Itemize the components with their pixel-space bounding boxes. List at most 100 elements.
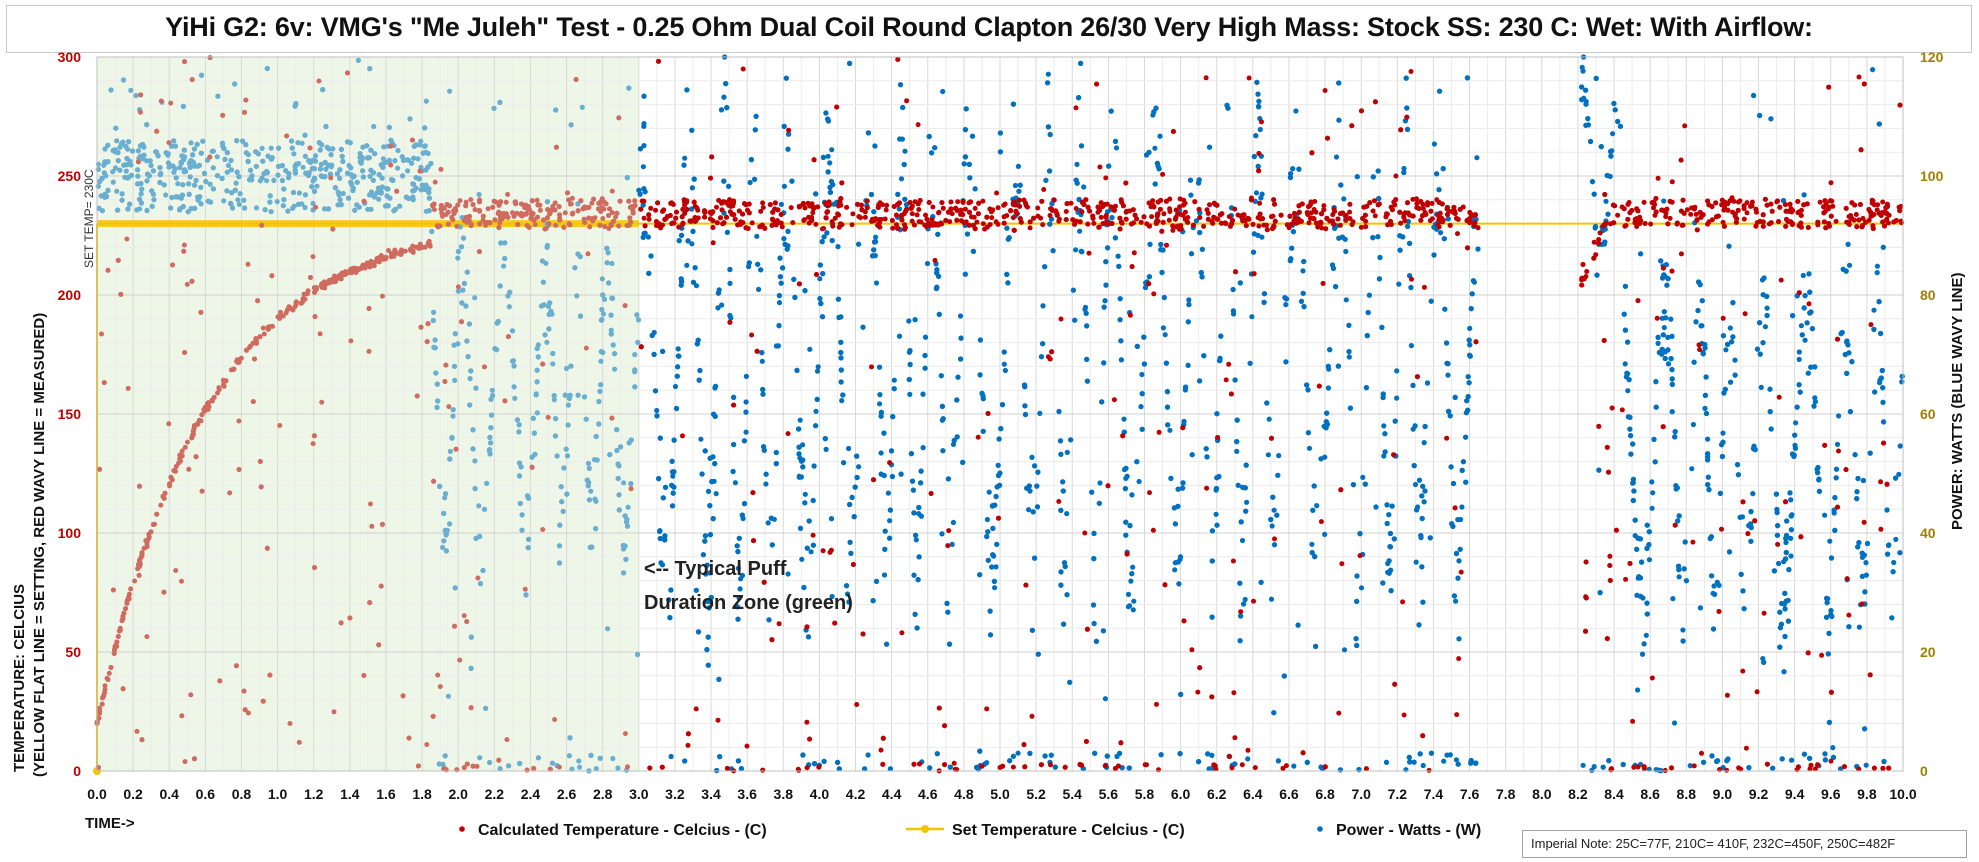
power-point (1101, 360, 1107, 366)
power-point (690, 228, 696, 234)
power-point (1411, 463, 1417, 469)
power-point (285, 208, 291, 214)
power-point (1807, 289, 1813, 295)
power-point (1847, 409, 1853, 415)
power-point (1428, 750, 1434, 756)
power-point (135, 148, 141, 154)
power-point (260, 158, 266, 164)
power-point (1022, 403, 1028, 409)
power-point (672, 383, 679, 390)
power-point (1596, 467, 1602, 473)
power-point (1683, 578, 1689, 584)
power-point (191, 182, 198, 188)
power-point (1721, 390, 1727, 396)
power-point (675, 346, 681, 352)
power-point (1004, 225, 1010, 231)
power-point (746, 263, 752, 270)
power-point (1445, 372, 1451, 378)
power-point (1309, 541, 1315, 547)
power-point (913, 537, 919, 543)
power-point (354, 179, 360, 185)
power-point (418, 187, 424, 193)
power-point (712, 461, 718, 467)
power-point (1783, 539, 1789, 546)
power-point (1237, 280, 1243, 286)
power-point (1078, 60, 1084, 66)
power-point (1103, 259, 1109, 265)
power-point (825, 153, 831, 159)
power-point (1114, 753, 1120, 760)
power-point (815, 364, 821, 370)
power-point (969, 133, 976, 139)
power-point (137, 143, 143, 149)
power-point (702, 538, 708, 544)
power-point (727, 266, 733, 273)
power-point (187, 164, 193, 170)
power-point (1224, 102, 1230, 108)
power-point (621, 570, 627, 576)
power-point (1243, 508, 1249, 514)
power-point (781, 236, 787, 242)
power-point (635, 651, 641, 658)
power-point (1705, 457, 1711, 463)
power-point (1812, 399, 1818, 405)
power-point (625, 504, 631, 510)
power-point (286, 175, 292, 181)
power-point (1705, 474, 1711, 480)
power-point (291, 151, 297, 157)
power-point (146, 173, 152, 179)
power-point (163, 192, 169, 198)
power-point (306, 170, 312, 176)
power-point (135, 167, 141, 173)
power-point (596, 421, 602, 427)
power-point (447, 448, 453, 454)
power-point (873, 234, 879, 240)
power-point (451, 363, 458, 369)
power-point (228, 167, 235, 173)
power-point (1589, 767, 1595, 773)
power-point (1078, 143, 1085, 149)
power-point (210, 186, 216, 192)
power-point (1128, 578, 1134, 584)
power-point (1663, 315, 1669, 321)
power-point (1475, 246, 1481, 252)
power-point (447, 521, 453, 527)
power-point (878, 450, 884, 456)
power-point (1383, 759, 1390, 765)
power-point (873, 578, 880, 585)
power-point (1416, 477, 1423, 483)
power-point (564, 365, 570, 372)
power-point (1764, 312, 1770, 319)
power-point (610, 342, 616, 348)
power-point (566, 753, 573, 759)
power-point (1380, 391, 1386, 397)
power-point (1456, 636, 1462, 642)
power-point (317, 147, 323, 153)
power-point (114, 138, 120, 144)
power-point (1776, 560, 1782, 567)
power-point (705, 662, 711, 668)
power-point (1885, 542, 1892, 549)
power-point (477, 755, 483, 761)
power-point (825, 116, 831, 122)
power-point (1823, 614, 1830, 620)
power-point (608, 327, 614, 333)
power-point (1709, 573, 1715, 579)
power-point (1771, 568, 1777, 574)
power-point (1404, 126, 1411, 132)
power-point (1389, 503, 1395, 509)
power-point (1048, 752, 1054, 758)
power-point (1230, 286, 1236, 293)
power-point (906, 318, 912, 324)
power-point (838, 367, 844, 373)
power-point (980, 428, 986, 434)
power-point (668, 587, 674, 593)
power-point (507, 289, 513, 295)
power-point (1310, 507, 1316, 513)
power-point (911, 572, 917, 578)
power-point (819, 239, 825, 245)
power-point (906, 376, 912, 383)
power-point (1198, 270, 1204, 276)
power-point (940, 88, 946, 95)
